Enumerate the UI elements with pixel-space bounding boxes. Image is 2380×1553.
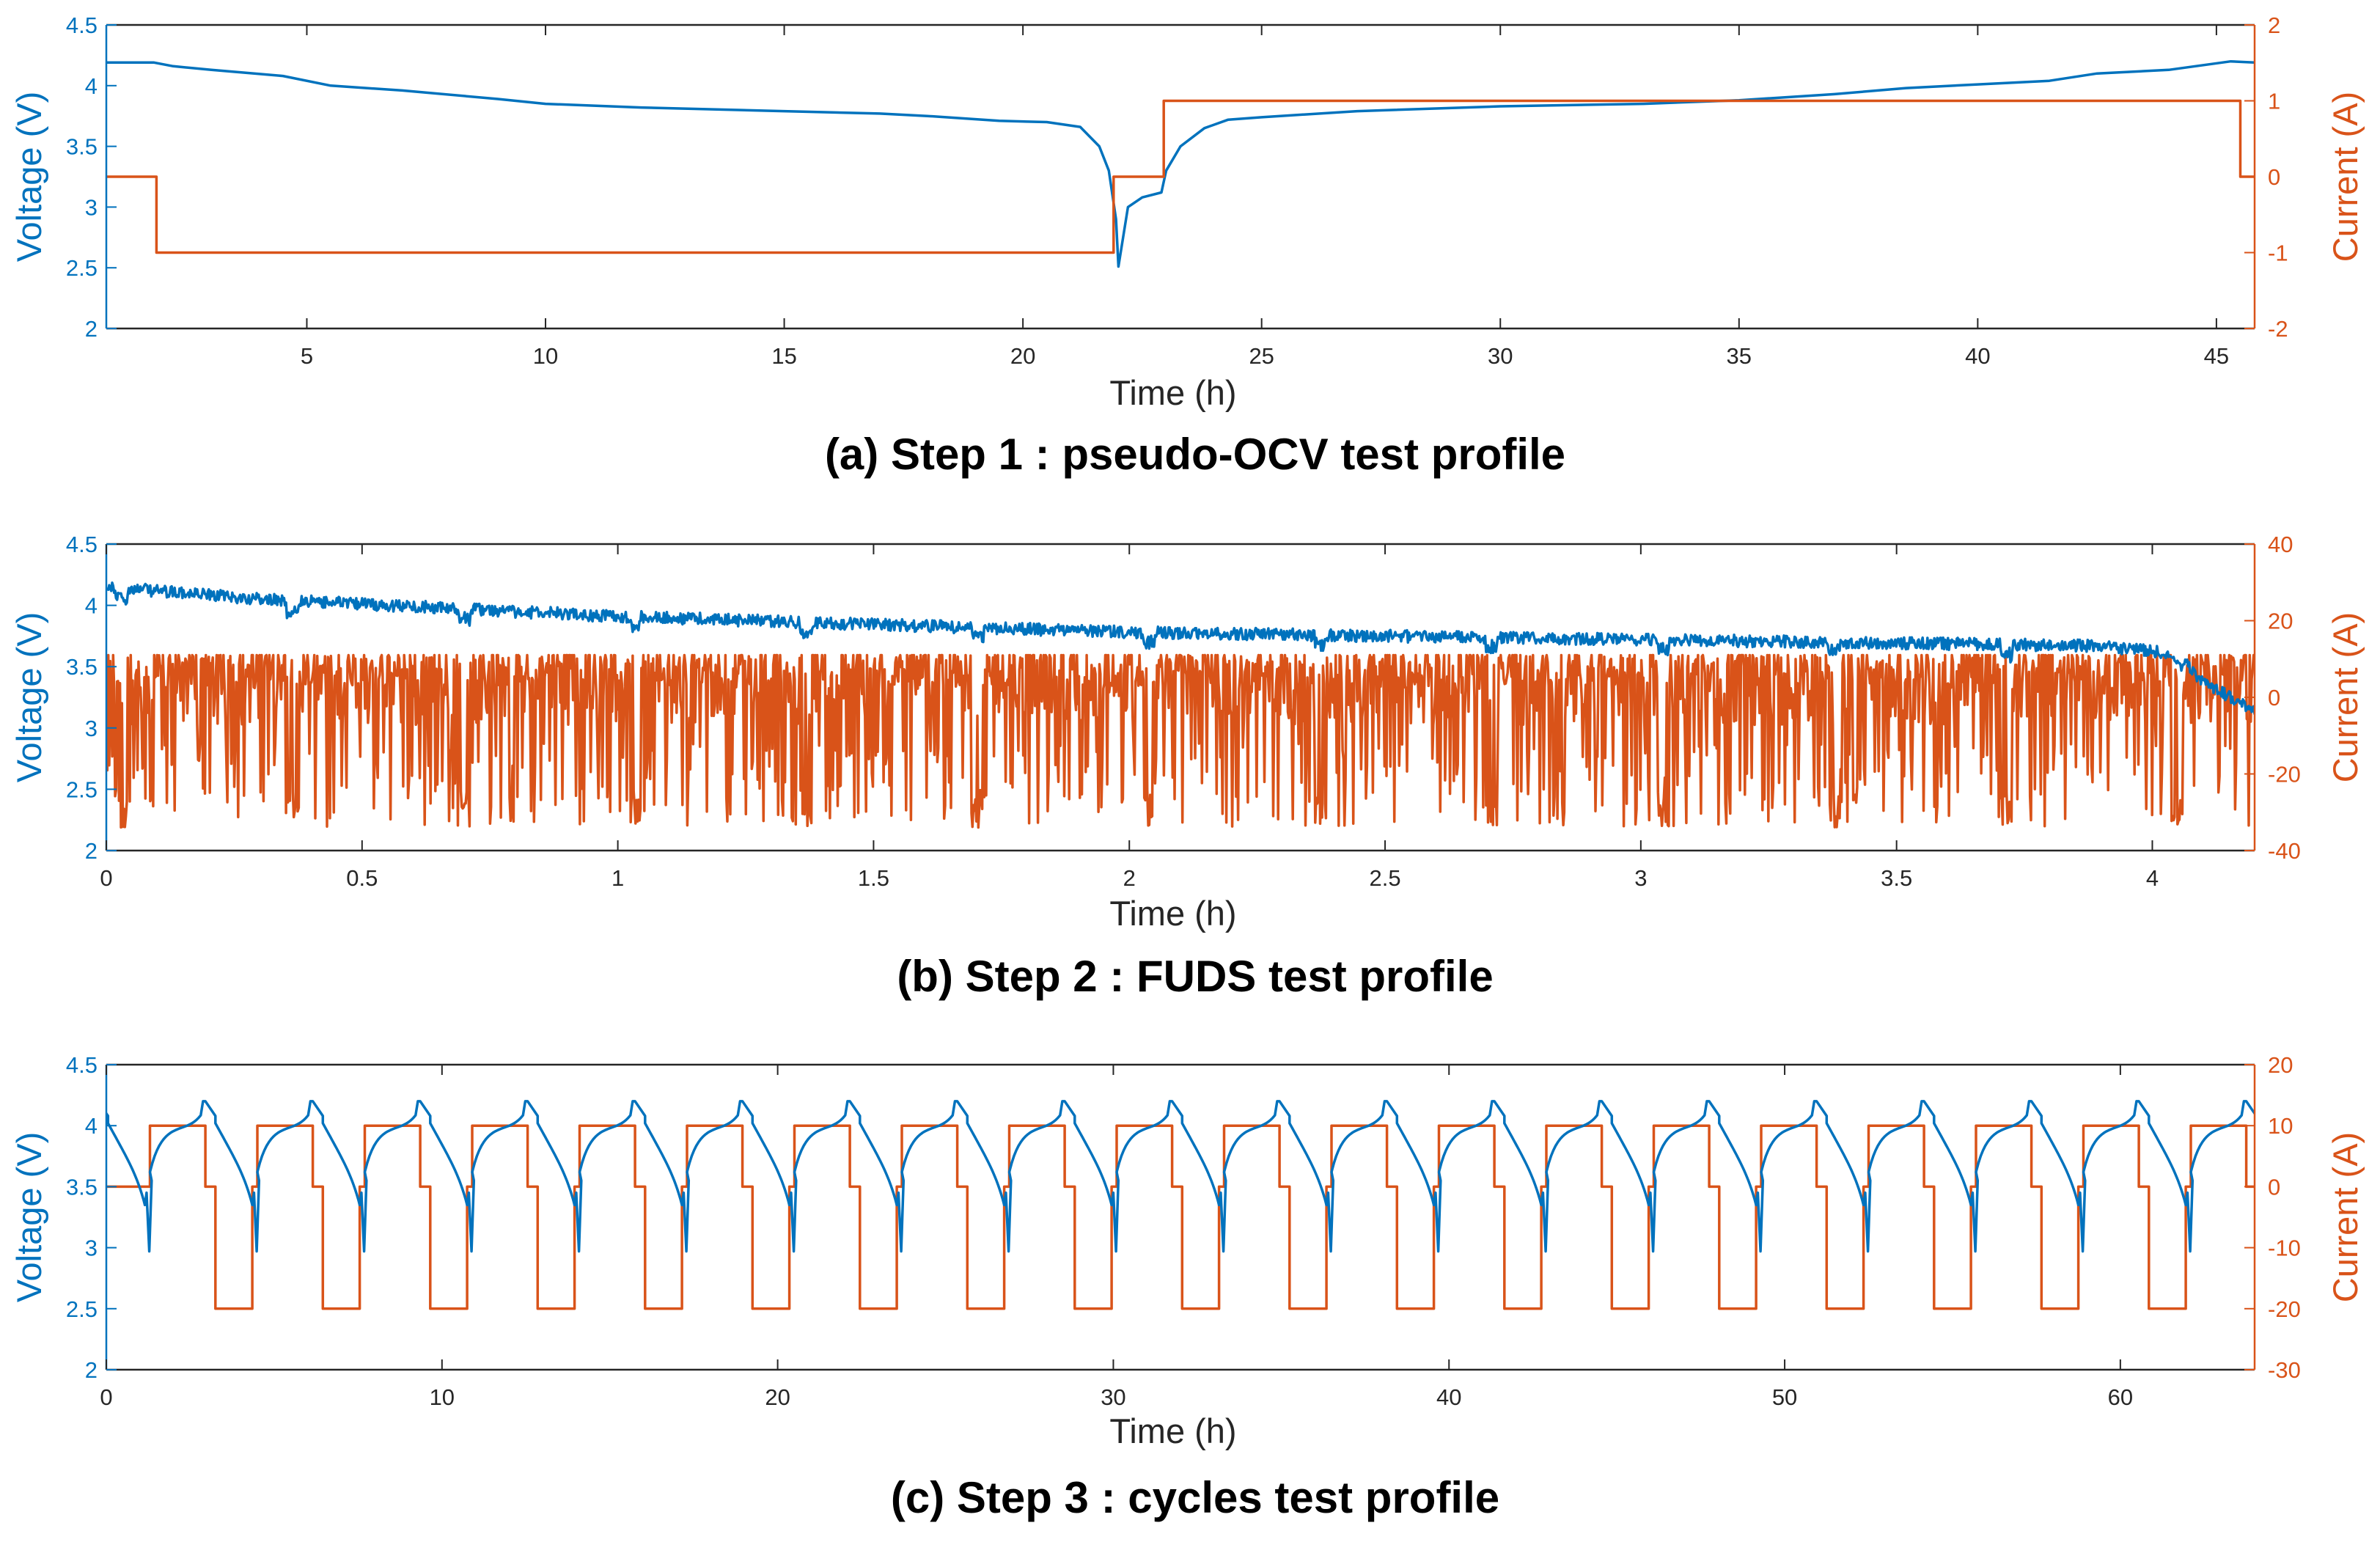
y-left-tick-label: 2 [85,316,98,342]
y-right-tick-label: 2 [2268,12,2280,38]
y-left-tick-label: 4.5 [66,1052,98,1078]
x-tick-label: 30 [1488,343,1513,369]
y-left-tick-label: 2.5 [66,1296,98,1322]
x-tick-label: 0 [100,865,112,891]
current-series-line [106,1124,2255,1310]
y-left-axis-label: Voltage (V) [10,612,48,783]
y-right-tick-label: 40 [2268,532,2293,557]
y-right-tick-label: -30 [2268,1357,2301,1383]
x-axis-label: Time (h) [1109,373,1236,412]
voltage-series-line [106,581,2255,715]
y-right-tick-label: 20 [2268,1052,2293,1078]
y-right-tick-label: -20 [2268,1296,2301,1322]
y-right-tick-label: 20 [2268,609,2293,634]
y-left-tick-label: 3 [85,716,98,741]
y-left-tick-label: 2 [85,1357,98,1383]
y-left-axis-label: Voltage (V) [10,92,48,262]
x-axis-label: Time (h) [1109,1411,1236,1450]
y-left-axis-label: Voltage (V) [10,1132,48,1303]
chart-panel-a: 5 10 15 20 25 30 35 40 45 2 2.5 3 3.5 4 4.5 -2 -1 0 1 2 Volt… [10,12,2365,479]
x-tick-label: 25 [1249,343,1274,369]
chart-panel-c: 0 10 20 30 40 50 60 2 2.5 3 3.5 4 4.5 -30 -20 -10 0 10 20 V… [10,1052,2365,1522]
x-tick-label: 2 [1123,865,1136,891]
plot-area [106,59,2255,268]
x-tick-label: 20 [765,1384,790,1410]
y-left-tick-label: 2.5 [66,255,98,281]
x-tick-label: 5 [301,343,313,369]
x-tick-label: 2.5 [1369,865,1400,891]
y-right-axis-label: Current (A) [2326,612,2365,782]
voltage-series-line [106,59,2255,268]
x-tick-label: 0.5 [346,865,378,891]
current-series-line [106,653,2255,829]
x-tick-label: 1 [611,865,624,891]
x-tick-label: 30 [1101,1384,1125,1410]
y-right-tick-label: 0 [2268,1174,2280,1200]
y-left-tick-label: 4.5 [66,12,98,38]
x-tick-label: 20 [1010,343,1035,369]
x-tick-label: 1.5 [858,865,889,891]
current-series-line [106,99,2255,254]
plot-area [106,1100,2255,1310]
y-right-tick-label: 0 [2268,164,2280,190]
x-tick-label: 15 [771,343,796,369]
y-left-tick-label: 3 [85,194,98,220]
x-tick-label: 40 [1436,1384,1461,1410]
y-right-axis-label: Current (A) [2326,1132,2365,1302]
x-tick-label: 10 [430,1384,455,1410]
panel-caption: (b) Step 2 : FUDS test profile [897,952,1493,1001]
x-tick-label: 60 [2108,1384,2133,1410]
x-tick-label: 3 [1634,865,1647,891]
y-right-tick-label: 10 [2268,1113,2293,1139]
panel-caption: (c) Step 3 : cycles test profile [891,1473,1499,1522]
y-left-tick-label: 3.5 [66,134,98,160]
x-tick-label: 35 [1727,343,1752,369]
y-left-tick-label: 2.5 [66,776,98,802]
y-left-tick-label: 4.5 [66,532,98,557]
y-left-tick-label: 3.5 [66,1174,98,1200]
y-right-tick-label: -20 [2268,762,2301,787]
y-right-tick-label: -40 [2268,838,2301,864]
y-right-tick-label: 1 [2268,89,2280,114]
x-tick-label: 10 [533,343,558,369]
x-tick-label: 40 [1965,343,1990,369]
y-right-tick-label: 0 [2268,685,2280,711]
panel-caption: (a) Step 1 : pseudo-OCV test profile [825,430,1565,479]
x-tick-label: 45 [2204,343,2229,369]
voltage-series-line [106,1100,2255,1253]
x-tick-label: 4 [2146,865,2159,891]
y-right-axis-label: Current (A) [2326,92,2365,262]
y-right-tick-label: -1 [2268,241,2288,266]
x-axis-label: Time (h) [1109,894,1236,933]
chart-panel-b: 0 0.5 1 1.5 2 2.5 3 3.5 4 2 2.5 3 3.5 4 4.5 -40 -20 0 20 40… [10,532,2365,1001]
y-left-tick-label: 4 [85,593,98,619]
y-right-tick-label: -10 [2268,1236,2301,1261]
y-right-tick-label: -2 [2268,316,2288,342]
x-tick-label: 0 [100,1384,112,1410]
x-tick-label: 50 [1772,1384,1797,1410]
y-left-tick-label: 3 [85,1236,98,1261]
y-left-tick-label: 3.5 [66,654,98,680]
x-tick-label: 3.5 [1881,865,1912,891]
y-left-tick-label: 4 [85,1113,98,1139]
y-left-tick-label: 2 [85,838,98,864]
y-left-tick-label: 4 [85,73,98,99]
plot-area [106,581,2255,829]
